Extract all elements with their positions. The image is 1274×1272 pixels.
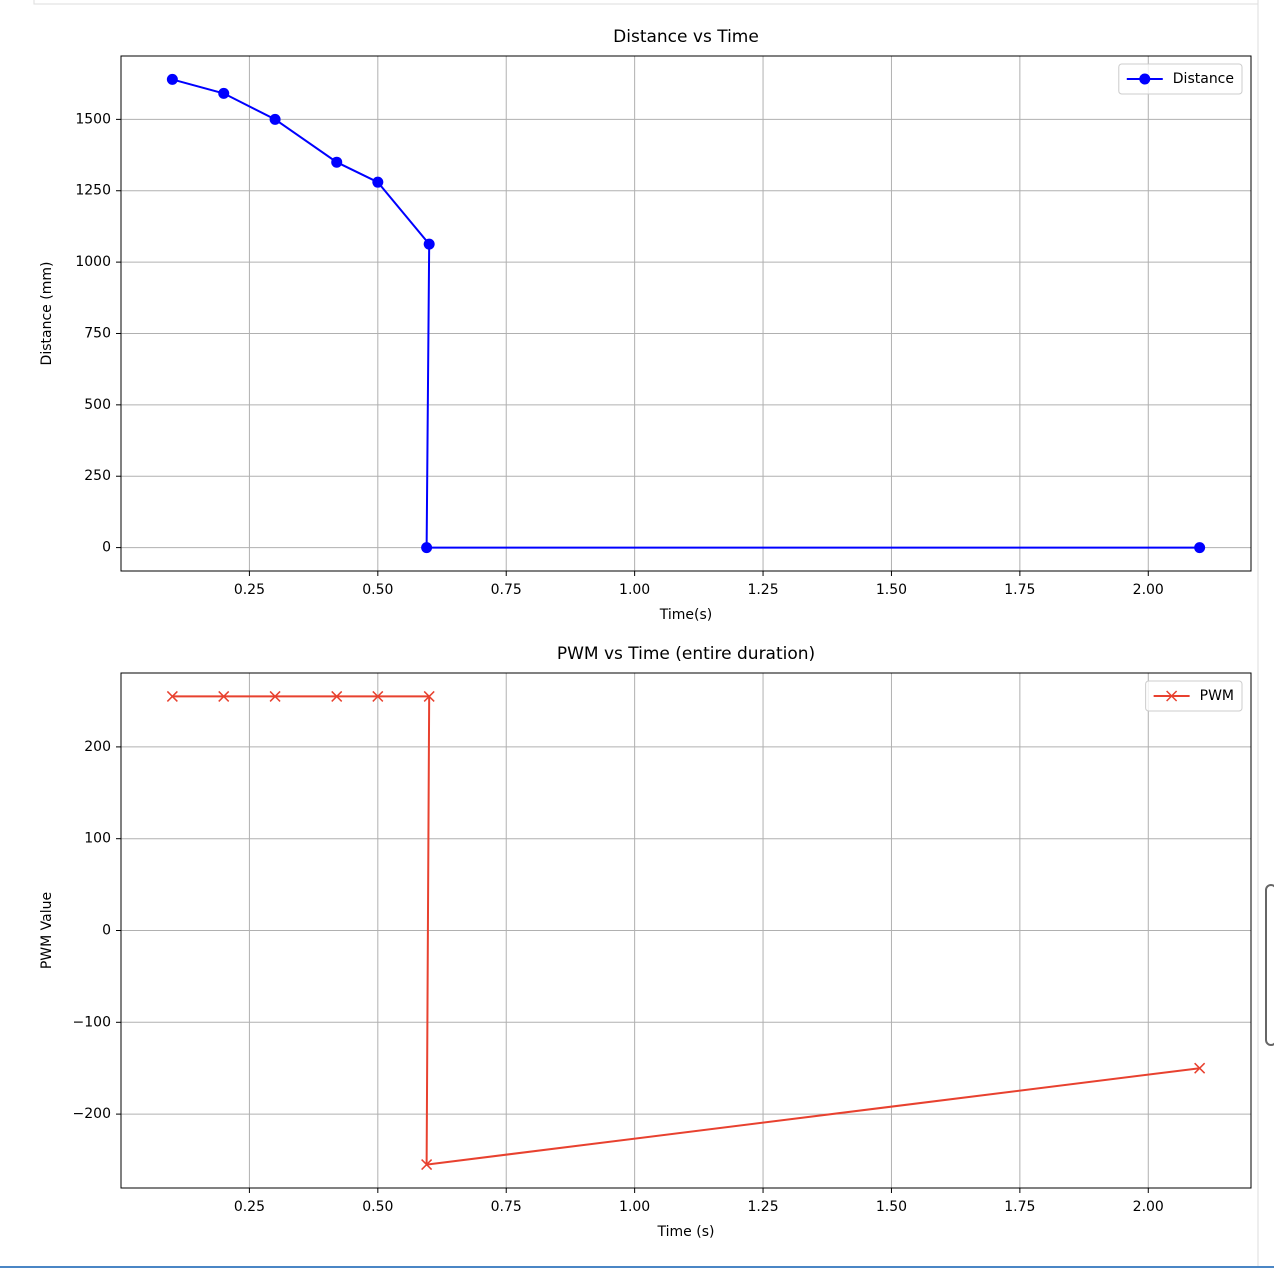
marker — [1194, 1062, 1206, 1074]
x-tick-label: 2.00 — [1133, 1199, 1164, 1215]
y-tick-label: 500 — [84, 397, 111, 413]
marker — [423, 690, 435, 702]
y-tick-label: 0 — [102, 923, 111, 939]
y-tick-label: −200 — [73, 1106, 111, 1122]
y-tick-label: 200 — [84, 739, 111, 755]
x-tick-label: 1.75 — [1004, 582, 1035, 598]
marker — [218, 690, 230, 702]
marker — [331, 156, 343, 168]
plot-frame — [120, 672, 1252, 1189]
scrollbar[interactable] — [1265, 884, 1274, 1046]
x-tick-label: 1.00 — [619, 582, 650, 598]
marker — [372, 690, 384, 702]
x-tick-label: 0.25 — [234, 582, 265, 598]
legend: Distance — [1118, 63, 1243, 95]
x-tick-label: 0.25 — [234, 1199, 265, 1215]
x-tick-label: 1.50 — [876, 1199, 907, 1215]
legend-label: Distance — [1173, 71, 1234, 87]
data-line — [172, 78, 1200, 549]
x-axis-label: Time(s) — [659, 607, 712, 623]
legend-box — [1145, 680, 1243, 712]
y-tick-label: 100 — [84, 831, 111, 847]
x-tick-label: 1.75 — [1004, 1199, 1035, 1215]
x-tick-label: 1.25 — [747, 1199, 778, 1215]
x-tick-label: 0.50 — [362, 582, 393, 598]
y-tick-label: 1250 — [75, 183, 111, 199]
y-tick-label: 0 — [102, 540, 111, 556]
marker — [423, 238, 435, 250]
y-axis-label: PWM Value — [39, 892, 55, 969]
marker — [331, 690, 343, 702]
chart-title: PWM vs Time (entire duration) — [557, 644, 815, 664]
legend: PWM — [1145, 680, 1243, 712]
marker — [421, 542, 433, 554]
x-tick-label: 2.00 — [1133, 582, 1164, 598]
plot-frame — [120, 55, 1252, 572]
marker — [372, 176, 384, 188]
x-tick-label: 0.75 — [491, 1199, 522, 1215]
y-tick-label: 1500 — [75, 111, 111, 127]
marker — [1194, 542, 1206, 554]
legend-label: PWM — [1200, 688, 1234, 704]
marker — [269, 113, 281, 125]
y-tick-label: 250 — [84, 468, 111, 484]
legend-box — [1118, 63, 1243, 95]
legend-marker — [1166, 690, 1178, 702]
marker — [166, 73, 178, 85]
y-tick-label: −100 — [73, 1014, 111, 1030]
marker — [421, 1159, 433, 1171]
x-tick-label: 1.50 — [876, 582, 907, 598]
x-tick-label: 1.25 — [747, 582, 778, 598]
y-tick-label: 1000 — [75, 254, 111, 270]
frame-top — [33, 0, 1259, 5]
y-tick-label: 750 — [84, 325, 111, 341]
data-line — [172, 695, 1200, 1166]
marker — [218, 87, 230, 99]
legend-marker — [1139, 73, 1151, 85]
chart-title: Distance vs Time — [613, 27, 759, 47]
y-axis-label: Distance (mm) — [39, 262, 55, 366]
x-axis-label: Time (s) — [657, 1224, 715, 1240]
marker — [269, 690, 281, 702]
x-tick-label: 1.00 — [619, 1199, 650, 1215]
x-tick-label: 0.50 — [362, 1199, 393, 1215]
x-tick-label: 0.75 — [491, 582, 522, 598]
marker — [166, 690, 178, 702]
